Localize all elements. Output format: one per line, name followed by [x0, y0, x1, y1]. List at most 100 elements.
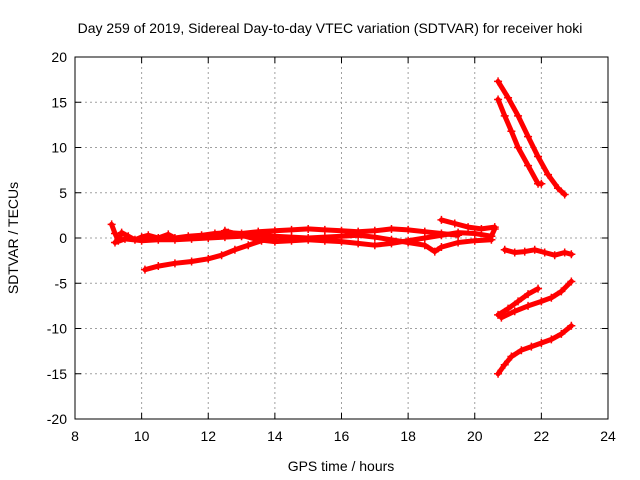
data-point	[534, 152, 543, 161]
data-point	[524, 132, 533, 141]
data-point	[487, 232, 496, 241]
data-point	[454, 228, 463, 237]
data-point	[567, 321, 576, 330]
series-arc-8	[500, 245, 576, 260]
data-point	[187, 257, 196, 266]
y-tick-label: -10	[47, 321, 67, 337]
data-point	[547, 335, 556, 344]
data-point	[287, 225, 296, 234]
data-point	[500, 111, 509, 120]
y-tick-label: -15	[47, 366, 67, 382]
data-point	[554, 184, 563, 193]
data-point	[567, 250, 576, 259]
data-point	[464, 223, 473, 232]
series-arc-5	[140, 234, 279, 274]
data-point	[547, 293, 556, 302]
data-point	[524, 301, 533, 310]
x-tick-label: 10	[134, 428, 150, 444]
data-point	[557, 287, 566, 296]
data-point	[470, 236, 479, 245]
data-point	[494, 95, 503, 104]
data-point	[500, 360, 509, 369]
data-point	[544, 170, 553, 179]
data-point	[187, 234, 196, 243]
chart-title: Day 259 of 2019, Sidereal Day-to-day VTE…	[78, 20, 583, 36]
x-tick-label: 20	[467, 428, 483, 444]
data-point	[477, 224, 486, 233]
series-arc-10	[497, 277, 576, 322]
series-trace	[495, 78, 568, 198]
data-point	[500, 245, 509, 254]
data-point	[404, 225, 413, 234]
data-point	[420, 234, 429, 242]
data-point	[557, 329, 566, 338]
data-point	[530, 245, 539, 254]
x-tick-label: 8	[71, 428, 79, 444]
y-tick-label: 20	[51, 49, 67, 65]
data-point	[504, 304, 513, 313]
data-point	[154, 235, 163, 244]
y-tick-label: 5	[59, 185, 67, 201]
data-point	[304, 235, 313, 244]
data-point	[520, 247, 529, 256]
y-tick-label: -5	[55, 275, 68, 291]
data-point	[237, 231, 246, 240]
y-axis-label: SDTVAR / TECUs	[5, 182, 21, 294]
data-point	[204, 254, 213, 263]
data-point	[287, 236, 296, 245]
data-point	[510, 307, 519, 316]
y-tick-label: 15	[51, 94, 67, 110]
data-point	[170, 259, 179, 268]
data-point	[120, 234, 129, 243]
series-arc-7	[494, 95, 546, 188]
data-point	[244, 241, 253, 250]
x-tick-label: 18	[400, 428, 416, 444]
data-point	[567, 277, 576, 286]
data-point	[337, 237, 346, 246]
x-tick-label: 14	[267, 428, 283, 444]
x-tick-label: 12	[200, 428, 216, 444]
plot-frame	[74, 56, 609, 420]
data-point	[110, 229, 119, 238]
data-point	[164, 230, 173, 239]
data-point	[494, 369, 503, 378]
data-series	[107, 77, 576, 378]
data-point	[470, 229, 479, 238]
data-point	[154, 262, 163, 271]
data-point	[304, 224, 313, 233]
x-tick-label: 24	[600, 428, 616, 444]
data-point	[454, 238, 463, 247]
data-point	[320, 236, 329, 245]
data-point	[514, 297, 523, 306]
data-point	[537, 338, 546, 347]
series-arc-9	[494, 284, 543, 319]
data-point	[170, 235, 179, 244]
data-point	[230, 245, 239, 254]
data-point	[510, 248, 519, 257]
data-point	[527, 342, 536, 351]
data-point	[504, 93, 513, 102]
series-trace	[142, 235, 278, 273]
y-tick-label: -20	[47, 411, 67, 427]
data-point	[140, 265, 149, 274]
data-point	[497, 313, 506, 322]
data-point	[507, 127, 516, 136]
data-point	[110, 238, 119, 247]
data-point	[257, 236, 266, 245]
data-point	[537, 179, 546, 188]
data-point	[137, 236, 146, 245]
data-point	[370, 241, 379, 250]
data-point	[107, 220, 116, 229]
data-point	[370, 233, 379, 242]
data-point	[217, 251, 226, 260]
y-tick-label: 0	[59, 230, 67, 246]
data-point	[437, 215, 446, 224]
data-point	[437, 231, 446, 240]
data-point	[117, 228, 126, 237]
data-point	[524, 161, 533, 170]
data-point	[507, 352, 516, 361]
axis-ticks: 8 10 12 14 16 18 20 22 24 -20 -15 -10 -5 0 5 10 15 20	[47, 49, 616, 444]
data-point	[420, 241, 429, 250]
data-point	[450, 219, 459, 228]
data-point	[560, 190, 569, 199]
